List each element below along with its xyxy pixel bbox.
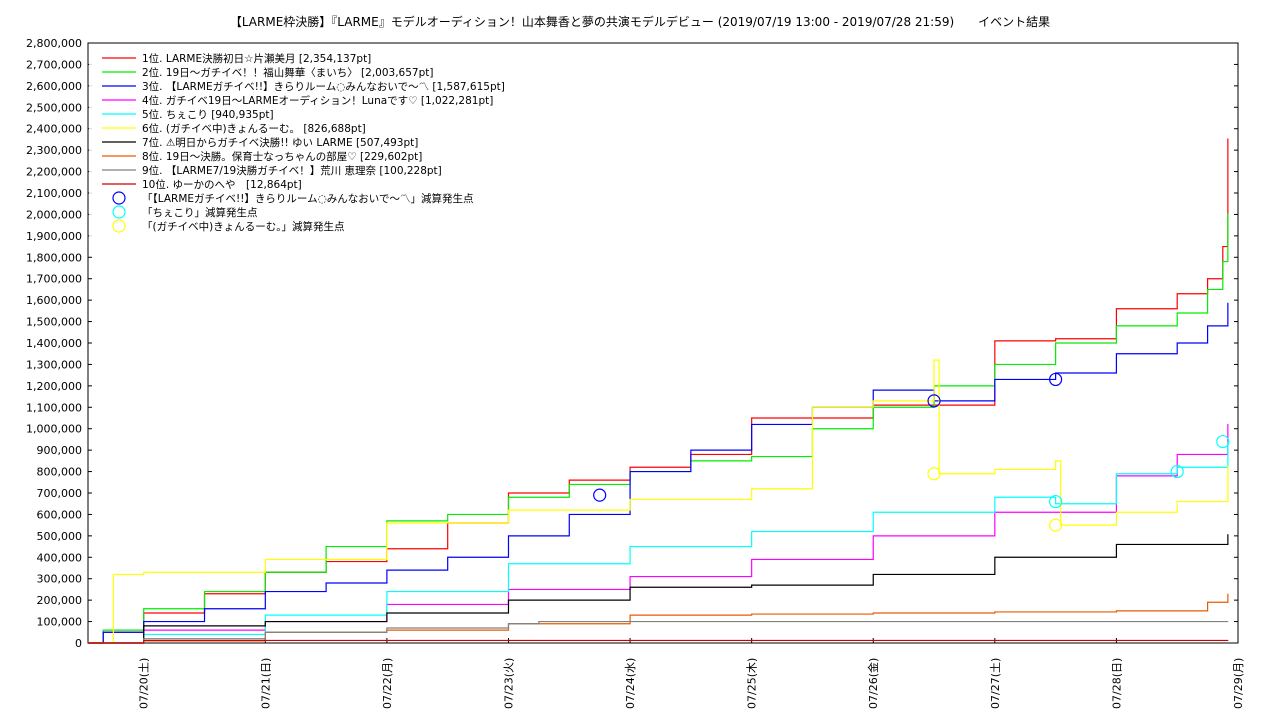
legend-marker xyxy=(112,219,126,233)
series-line-9 xyxy=(88,620,1229,644)
y-tick-label: 2,800,000 xyxy=(26,37,82,50)
penalty-marker-1 xyxy=(1049,372,1063,387)
penalty-marker-1 xyxy=(593,488,607,502)
legend-label: 4位. ガチイベ19日～LARMEオーディション！Lunaです♡ [1,022,… xyxy=(142,94,493,107)
penalty-marker-2 xyxy=(1049,494,1063,509)
y-tick-label: 300,000 xyxy=(37,573,83,586)
y-tick-label: 2,100,000 xyxy=(26,187,82,200)
y-tick-label: 2,600,000 xyxy=(26,80,82,93)
x-tick-label: 07/23(火) xyxy=(502,658,515,709)
legend-background xyxy=(89,44,629,244)
legend-label: 「(ガチイベ中)きょんるーむ。」減算発生点 xyxy=(142,220,344,233)
y-tick-label: 1,500,000 xyxy=(26,316,82,329)
y-tick-label: 1,100,000 xyxy=(26,401,82,414)
axes: 0 100,000 200,000 300,000 400,000 500,000 600,… xyxy=(26,37,1245,709)
series-line-3 xyxy=(88,302,1229,644)
legend-label: 「【LARMEガチイベ!!】きらりルーム◌みんなおいで～〽」減算発生点 xyxy=(142,192,473,205)
legend-label: 6位. (ガチイベ中)きょんるーむ。 [826,688pt] xyxy=(142,122,366,135)
y-tick-label: 1,900,000 xyxy=(26,230,82,243)
y-tick-label: 600,000 xyxy=(37,508,83,521)
penalty-marker-2 xyxy=(1216,434,1230,449)
legend: 1位. LARME決勝初日☆片瀬美月 [2,354,137pt]2位. 19日～… xyxy=(89,44,629,244)
y-tick-label: 2,700,000 xyxy=(26,58,82,71)
y-tick-label: 1,600,000 xyxy=(26,294,82,307)
x-tick-label: 07/26(金) xyxy=(866,658,880,709)
y-tick-label: 1,700,000 xyxy=(26,273,82,286)
legend-label: 1位. LARME決勝初日☆片瀬美月 [2,354,137pt] xyxy=(142,52,371,65)
legend-marker xyxy=(112,205,126,219)
penalty-marker-2 xyxy=(1170,464,1184,479)
y-tick-label: 2,300,000 xyxy=(26,144,82,157)
x-tick-label: 07/24(水) xyxy=(624,658,637,709)
legend-marker xyxy=(112,191,126,205)
y-tick-label: 1,400,000 xyxy=(26,337,82,350)
x-tick-label: 07/29(月) xyxy=(1232,658,1245,709)
y-tick-label: 900,000 xyxy=(37,444,83,457)
y-tick-label: 1,300,000 xyxy=(26,358,82,371)
series-line-6 xyxy=(88,359,1229,644)
y-tick-label: 400,000 xyxy=(37,551,83,564)
y-tick-label: 100,000 xyxy=(37,616,83,629)
x-tick-label: 07/27(土) xyxy=(989,658,1002,709)
y-tick-label: 2,500,000 xyxy=(26,101,82,114)
y-tick-label: 800,000 xyxy=(37,466,83,479)
legend-label: 8位. 19日～決勝。保育士なっちゃんの部屋♡ [229,602pt] xyxy=(142,150,422,163)
x-tick-label: 07/28(日) xyxy=(1110,658,1123,709)
legend-label: 9位. 【LARME7/19決勝ガチイベ！】荒川 恵理奈 [100,228pt] xyxy=(142,164,442,177)
x-tick-label: 07/22(月) xyxy=(381,658,394,709)
penalty-marker-1 xyxy=(927,394,941,408)
x-tick-label: 07/25(木) xyxy=(746,658,759,709)
legend-label: 2位. 19日～ガチイベ！！福山舞華〈まいち〉 [2,003,657pt] xyxy=(142,66,433,79)
y-tick-label: 200,000 xyxy=(37,594,83,607)
penalty-marker-3 xyxy=(1049,518,1063,532)
series-line-7 xyxy=(88,534,1229,644)
y-tick-label: 1,200,000 xyxy=(26,380,82,393)
penalty-marker-3 xyxy=(927,467,941,481)
y-tick-label: 2,400,000 xyxy=(26,123,82,136)
legend-label: 7位. ⚠明日からガチイベ決勝!! ゆい LARME [507,493pt] xyxy=(142,136,418,149)
chart-title: 【LARME枠決勝】『LARME』モデルオーディション！山本舞香と夢の共演モデル… xyxy=(230,14,1050,29)
series-line-5 xyxy=(88,441,1229,644)
legend-label: 「ちぇこり」減算発生点 xyxy=(142,206,258,219)
y-tick-label: 1,000,000 xyxy=(26,423,82,436)
y-tick-label: 700,000 xyxy=(37,487,83,500)
series-line-10 xyxy=(88,639,1229,644)
legend-label: 3位. 【LARMEガチイベ!!】きらりルーム◌みんなおいで～〽 [1,587,… xyxy=(142,80,505,93)
y-tick-label: 0 xyxy=(75,637,82,650)
series-layer xyxy=(88,138,1229,644)
marker-layer xyxy=(593,372,1230,532)
y-tick-label: 1,800,000 xyxy=(26,251,82,264)
y-tick-label: 2,200,000 xyxy=(26,166,82,179)
y-tick-label: 2,000,000 xyxy=(26,208,82,221)
legend-label: 5位. ちぇこり [940,935pt] xyxy=(142,108,274,121)
x-tick-label: 07/21(日) xyxy=(259,658,272,709)
y-tick-label: 500,000 xyxy=(37,530,83,543)
x-tick-label: 07/20(土) xyxy=(138,658,151,709)
legend-label: 10位. ゆーかのへや [12,864pt] xyxy=(142,178,302,191)
